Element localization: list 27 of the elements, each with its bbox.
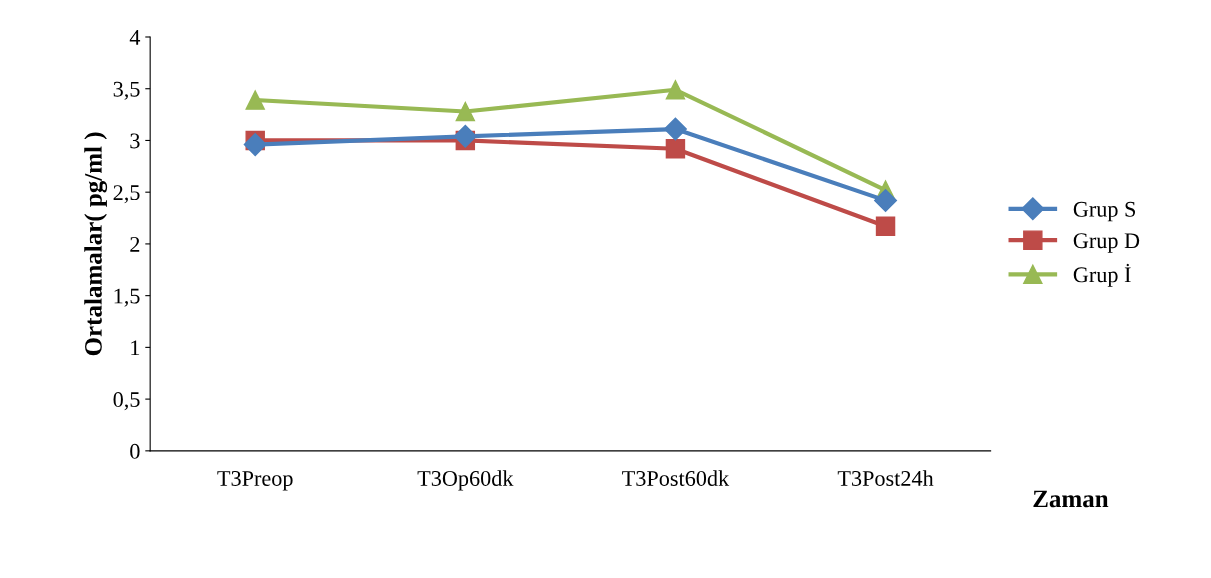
y-tick-label: 0 xyxy=(130,443,140,459)
x-tick-label: T3Post60dk xyxy=(622,470,730,486)
y-axis-title: Ortalamalar( pg/ml ) xyxy=(84,132,108,356)
legend-label: Grup D xyxy=(1073,233,1140,253)
y-tick-label: 4 xyxy=(129,30,141,45)
y-tick-label: 1 xyxy=(131,340,140,356)
y-tick-label: 0,5 xyxy=(113,392,140,411)
point xyxy=(665,80,686,100)
point xyxy=(665,139,686,159)
y-tick-label: 3 xyxy=(130,133,140,149)
point xyxy=(245,90,265,110)
point xyxy=(874,188,898,212)
y-tick-label: 2 xyxy=(130,236,140,252)
point xyxy=(243,133,267,157)
point xyxy=(455,101,476,122)
point xyxy=(663,117,687,141)
point xyxy=(875,216,896,237)
x-tick-label: T3Post24h xyxy=(837,470,934,486)
y-tick-label: 1,5 xyxy=(114,288,140,307)
legend-label: Grup İ xyxy=(1073,263,1131,287)
x-tick-label: T3Preop xyxy=(217,470,293,491)
x-axis-title: Zaman xyxy=(1033,490,1109,508)
y-tick-label: 2,5 xyxy=(113,185,140,204)
y-tick-label: 3,5 xyxy=(113,81,140,100)
point xyxy=(453,124,477,148)
legend-label: Grup S xyxy=(1073,201,1136,222)
x-tick-label: T3Op60dk xyxy=(417,470,514,491)
